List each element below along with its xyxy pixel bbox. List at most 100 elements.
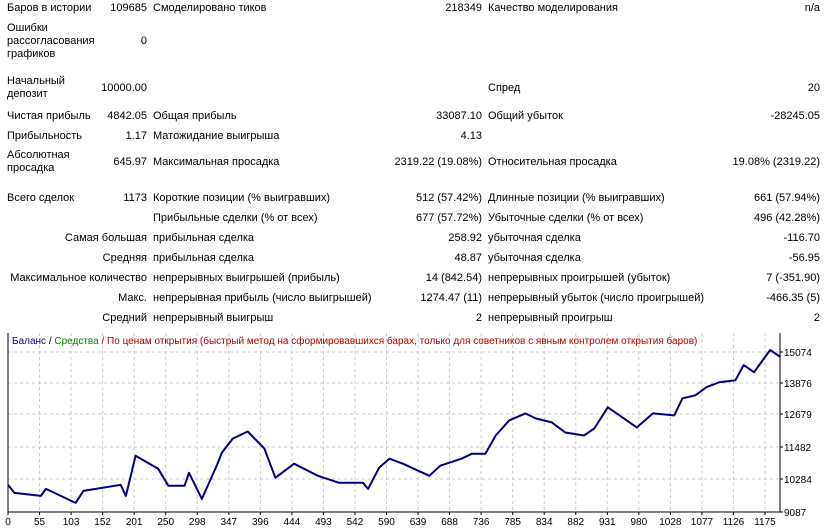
value-3-row-6: 661 (57.94%) xyxy=(753,192,820,204)
x-tick-label: 298 xyxy=(189,517,206,528)
label-3-row-2: Спред xyxy=(488,82,521,94)
balance-line xyxy=(7,349,782,504)
x-tick-label: 152 xyxy=(94,517,111,528)
value-2-row-3: 33087.10 xyxy=(436,110,482,122)
x-tick-label: 444 xyxy=(284,517,301,528)
label-2-row-5: Максимальная просадка xyxy=(153,156,280,168)
balance-chart: 15074 13876 12679 11482 10284 9087 0 55 103 152 20… xyxy=(5,333,812,528)
value-3-row-12: 2 xyxy=(813,312,820,324)
value-3-row-11: -466.35 (5) xyxy=(766,292,820,304)
x-tick-label: 882 xyxy=(567,517,584,528)
value-3-row-3: -28245.05 xyxy=(770,110,820,122)
label-1-row-9: Средняя xyxy=(102,252,147,264)
y-tick-label: 15074 xyxy=(784,348,812,359)
label-3-row-12: непрерывный проигрыш xyxy=(488,312,613,324)
value-2-row-12: 2 xyxy=(475,312,482,324)
label-2-row-7: Прибыльные сделки (% от всех) xyxy=(153,212,318,224)
legend-equity: Средства xyxy=(52,336,100,347)
label-2-row-0: Смоделировано тиков xyxy=(153,2,267,14)
value-3-row-10: 7 (-351.90) xyxy=(766,272,820,284)
value-2-row-4: 4.13 xyxy=(460,130,482,142)
label-1-row-11: Макс. xyxy=(118,292,147,304)
x-tick-label: 55 xyxy=(34,517,46,528)
x-tick-label: 834 xyxy=(536,517,553,528)
x-tick-label: 201 xyxy=(126,517,143,528)
value-3-row-2: 20 xyxy=(807,82,820,94)
x-tick-label: 931 xyxy=(599,517,616,528)
label-3-row-9: убыточная сделка xyxy=(488,252,581,264)
value-1-row-3: 4842.05 xyxy=(107,110,147,122)
value-2-row-7: 677 (57.72%) xyxy=(415,212,482,224)
value-1-row-1: 0 xyxy=(140,35,147,47)
value-2-row-6: 512 (57.42%) xyxy=(415,192,482,204)
label-1-row-4: Прибыльность xyxy=(7,130,82,142)
legend-mode: / По ценам открытия (быстрый метод на сф… xyxy=(99,335,698,347)
y-tick-label: 12679 xyxy=(784,410,812,421)
x-tick-label: 0 xyxy=(5,517,11,528)
chart-legend: Баланс / Средства / По ценам открытия (б… xyxy=(12,335,697,347)
x-tick-label: 493 xyxy=(315,517,332,528)
label-2-row-8: прибыльная сделка xyxy=(153,232,255,244)
x-tick-label: 785 xyxy=(504,517,521,528)
value-3-row-0: n/a xyxy=(804,2,820,14)
label-3-row-5: Относительная просадка xyxy=(488,156,617,168)
x-tick-label: 347 xyxy=(220,517,237,528)
label-2-row-10: непрерывных выигрышей (прибыль) xyxy=(153,272,340,284)
label-2-row-12: непрерывный выигрыш xyxy=(153,312,274,324)
x-tick-label: 1028 xyxy=(659,517,682,528)
x-tick-label: 1126 xyxy=(723,517,745,528)
label-1-row-6: Всего сделок xyxy=(7,192,75,204)
x-tick-label: 639 xyxy=(410,517,427,528)
value-1-row-6: 1173 xyxy=(123,192,147,204)
label-1-row-5: Абсолютная просадка xyxy=(7,149,70,174)
label-1-row-3: Чистая прибыль xyxy=(7,110,91,122)
label-1-row-12: Средний xyxy=(102,312,147,324)
label-1-row-10: Максимальное количество xyxy=(10,272,147,284)
label-2-row-11: непрерывная прибыль (число выигрышей) xyxy=(153,292,372,304)
label-2-row-4: Матожидание выигрыша xyxy=(153,130,280,142)
value-2-row-5: 2319.22 (19.08%) xyxy=(394,156,482,168)
label-3-row-10: непрерывных проигрышей (убыток) xyxy=(488,272,671,284)
x-tick-label: 590 xyxy=(378,517,395,528)
y-tick-label: 13876 xyxy=(784,379,812,390)
label-1-row-1: Ошибки рассогласования графиков xyxy=(7,22,95,60)
x-tick-label: 250 xyxy=(157,517,174,528)
value-2-row-11: 1274.47 (11) xyxy=(420,292,482,304)
x-tick-label: 736 xyxy=(473,517,490,528)
label-2-row-6: Короткие позиции (% выигравших) xyxy=(153,192,331,204)
x-tick-label: 1175 xyxy=(754,517,776,528)
y-tick-label: 10284 xyxy=(784,475,812,486)
label-2-row-9: прибыльная сделка xyxy=(153,252,255,264)
value-1-row-2: 10000.00 xyxy=(101,82,147,94)
value-2-row-0: 218349 xyxy=(445,2,482,14)
label-3-row-7: Убыточные сделки (% от всех) xyxy=(488,212,644,224)
value-2-row-10: 14 (842.54) xyxy=(425,272,482,284)
y-tick-label: 9087 xyxy=(784,508,807,519)
value-1-row-5: 645.97 xyxy=(113,156,147,168)
value-3-row-8: -116.70 xyxy=(783,232,821,244)
y-tick-label: 11482 xyxy=(784,443,812,454)
legend-balance: Баланс xyxy=(12,336,46,347)
value-3-row-9: -56.95 xyxy=(788,252,820,264)
value-2-row-9: 48.87 xyxy=(454,252,482,264)
x-tick-label: 103 xyxy=(63,517,80,528)
x-tick-label: 1077 xyxy=(691,517,714,528)
value-3-row-5: 19.08% (2319.22) xyxy=(732,156,820,168)
label-1-row-2: Начальный депозит xyxy=(7,75,65,100)
label-3-row-11: непрерывный убыток (число проигрышей) xyxy=(488,292,705,304)
value-1-row-4: 1.17 xyxy=(125,130,147,142)
label-1-row-8: Самая большая xyxy=(64,232,147,244)
label-2-row-3: Общая прибыль xyxy=(153,110,237,122)
x-tick-label: 980 xyxy=(630,517,647,528)
x-tick-label: 396 xyxy=(252,517,269,528)
value-2-row-8: 258.92 xyxy=(448,232,482,244)
label-3-row-8: убыточная сделка xyxy=(488,232,581,244)
value-3-row-7: 496 (42.28%) xyxy=(753,212,820,224)
label-3-row-3: Общий убыток xyxy=(488,110,563,122)
x-tick-label: 542 xyxy=(347,517,364,528)
label-3-row-0: Качество моделирования xyxy=(488,2,618,14)
x-tick-label: 688 xyxy=(441,517,458,528)
value-1-row-0: 109685 xyxy=(110,2,147,14)
legend-separator: / xyxy=(46,336,52,347)
